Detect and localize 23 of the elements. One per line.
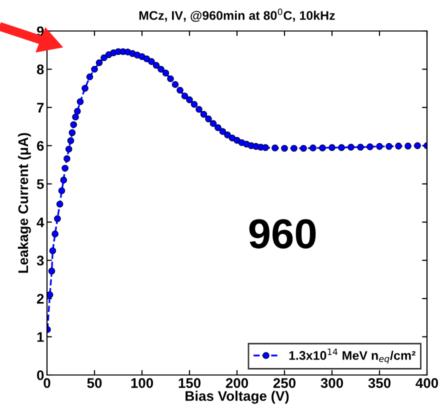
- legend-label: 1.3x10$^{14}$ MeV n$_{eq}$/cm²: [289, 348, 416, 364]
- y-tick-label: 3: [36, 256, 44, 266]
- y-tick-label: 5: [36, 179, 44, 190]
- x-tick-label: 200: [226, 378, 248, 388]
- annotation: 960: [249, 219, 316, 249]
- y-tick-label: 2: [36, 294, 44, 304]
- y-tick-label: 1: [37, 332, 44, 342]
- y-axis-title: Leakage Current (μA): [18, 133, 31, 273]
- y-tick-label: 4: [36, 218, 44, 228]
- chart-title: MCz, IV, @960min at 80$^{0}$C, 10kHz: [139, 8, 335, 22]
- x-tick-label: 0: [44, 378, 50, 388]
- y-tick-label: 7: [37, 102, 44, 112]
- y-tick-label: 0: [37, 370, 44, 380]
- x-tick-label: 50: [87, 378, 102, 388]
- y-tick-label: 6: [37, 141, 44, 151]
- x-tick-label: 100: [131, 378, 154, 388]
- x-tick-label: 150: [178, 378, 201, 388]
- x-tick-label: 250: [273, 378, 296, 388]
- x-tick-label: 350: [368, 378, 391, 388]
- y-tick-label: 8: [36, 64, 44, 74]
- x-axis-title: Bias Voltage (V): [186, 390, 289, 404]
- x-tick-label: 400: [416, 378, 438, 388]
- x-tick-label: 300: [320, 378, 344, 388]
